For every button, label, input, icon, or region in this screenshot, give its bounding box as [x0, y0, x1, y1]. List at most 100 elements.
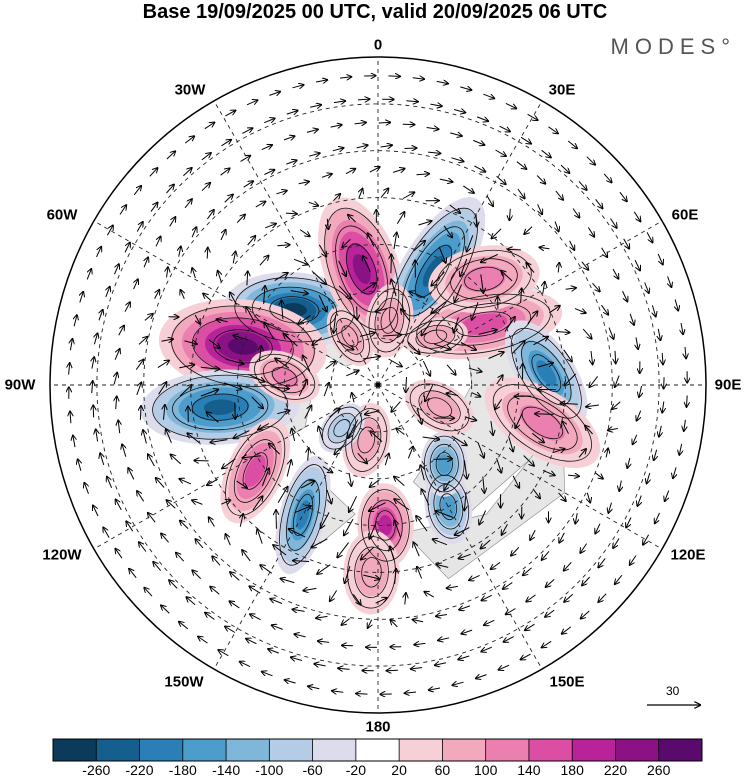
wind-vector [413, 542, 420, 557]
wind-vector [73, 436, 75, 448]
meridian-line [73, 208, 379, 386]
wind-vector [306, 129, 318, 132]
wind-vector [458, 656, 470, 659]
colorbar-swatch [442, 739, 486, 761]
wind-vector [277, 487, 288, 504]
colorbar-swatch [182, 739, 227, 761]
wind-vector [249, 586, 261, 594]
meridian-line [201, 384, 379, 690]
wind-vector [646, 232, 652, 242]
wind-vector [265, 224, 276, 228]
contour-line [380, 307, 399, 334]
wind-vector [308, 202, 318, 205]
wind-vector [153, 562, 162, 571]
wind-vector [357, 99, 369, 100]
wind-vector [515, 412, 523, 428]
wind-vector [394, 477, 405, 486]
wind-vector [344, 518, 354, 535]
wind-vector [251, 396, 263, 409]
wind-vector [230, 601, 240, 609]
wind-vector [429, 688, 441, 690]
wind-vector [525, 623, 535, 630]
wind-vector [138, 337, 147, 345]
wind-vector [484, 619, 495, 625]
wind-vector [300, 481, 314, 489]
wind-vector [626, 517, 632, 528]
wind-vector [87, 269, 91, 280]
wind-vector [369, 502, 386, 511]
wind-vector [537, 204, 543, 214]
wind-vector [84, 483, 88, 494]
wind-vector-layer [69, 76, 688, 695]
contour-line [507, 395, 578, 451]
colorbar-swatch [485, 739, 530, 761]
wind-vector [395, 569, 397, 584]
lon-label-90w: 90W [4, 376, 36, 394]
wind-vector [472, 302, 479, 320]
wind-vector [587, 227, 594, 236]
wind-vector [226, 534, 231, 546]
contour-line [329, 310, 370, 363]
wind-vector [294, 634, 306, 637]
wind-vector [612, 268, 618, 279]
wind-vector [511, 547, 520, 555]
wind-vector [277, 245, 289, 246]
wind-vector [481, 253, 499, 262]
wind-vector [431, 301, 447, 314]
colorbar-swatch [226, 739, 270, 761]
wind-vector [619, 191, 627, 201]
wind-vector [194, 314, 200, 324]
wind-vector [483, 476, 485, 493]
wind-vector [257, 529, 263, 544]
meridian-line [201, 80, 379, 386]
wind-vector [255, 202, 266, 208]
wind-vector [406, 101, 418, 102]
wind-vector [303, 356, 311, 372]
wind-vector [334, 314, 336, 333]
wind-vector [144, 314, 153, 321]
wind-vector [426, 128, 439, 130]
wind-vector [289, 529, 306, 538]
wind-vector [246, 307, 256, 324]
wind-vector [192, 500, 203, 504]
wind-vector [312, 271, 326, 284]
contour-line [271, 367, 298, 387]
contour-line [269, 296, 320, 324]
wind-vector [542, 469, 555, 475]
wind-vector [332, 691, 344, 692]
wind-vector [134, 279, 138, 290]
wind-vector [315, 80, 327, 82]
wind-vector [290, 291, 308, 294]
wind-vector [468, 368, 482, 372]
colorbar-tick-label: -180 [168, 762, 197, 778]
wind-vector [70, 339, 72, 351]
wind-vector [365, 410, 380, 415]
colorbar-tick-label: -60 [302, 762, 323, 778]
wind-vector [283, 136, 295, 140]
wind-vector [542, 550, 550, 560]
wind-vector [242, 128, 252, 134]
wind-vector [564, 561, 572, 570]
wind-vector [277, 411, 289, 414]
wind-vector [654, 449, 657, 461]
wind-vector [615, 350, 616, 363]
meridian-line [73, 384, 379, 562]
north-pole-marker [375, 382, 381, 388]
wind-vector [224, 195, 233, 203]
wind-vector [595, 523, 601, 534]
wind-vector [349, 472, 351, 486]
colorbar-tick-label: -140 [212, 762, 241, 778]
wind-vector [481, 646, 492, 651]
anomaly-band [378, 515, 393, 536]
wind-vector [508, 436, 513, 451]
lon-label-150w: 150W [164, 673, 204, 691]
wind-vector [486, 195, 493, 207]
wind-vector [118, 421, 120, 434]
wind-vector [221, 140, 232, 147]
wind-vector [243, 181, 253, 188]
contour-line [254, 353, 316, 400]
wind-vector [428, 152, 440, 153]
wind-vector [506, 608, 516, 615]
wind-vector [338, 260, 347, 276]
meridian-line [377, 208, 683, 386]
